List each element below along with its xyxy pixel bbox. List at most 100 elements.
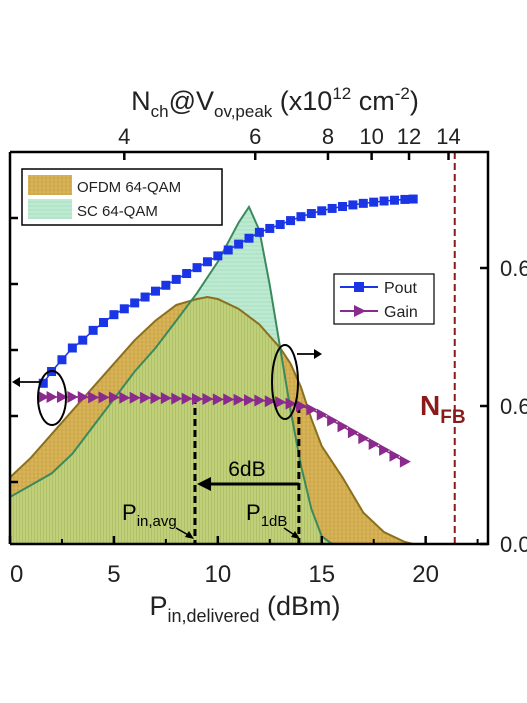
pout-point	[338, 201, 348, 211]
pout-series	[38, 194, 418, 388]
gain-point	[140, 391, 152, 404]
pout-point	[408, 194, 418, 204]
top-tick-label: 6	[249, 124, 261, 149]
gain-point	[223, 393, 235, 406]
bottom-axis-title: Pin,delivered (dBm)	[149, 591, 340, 626]
top-axis-title: Nch@Vov,peak (x1012 cm-2)	[131, 84, 419, 121]
gain-point	[233, 393, 245, 406]
gain-point	[129, 391, 141, 404]
pout-point	[171, 274, 181, 284]
legend-swatch-sc	[28, 199, 72, 219]
gain-point	[212, 393, 224, 406]
gain-point	[399, 455, 411, 468]
pout-point	[327, 203, 337, 213]
pin-avg-pointer-head	[185, 531, 194, 539]
pout-point	[265, 223, 275, 233]
gain-point	[254, 394, 266, 407]
gain-point	[160, 392, 172, 405]
pout-point	[306, 209, 316, 219]
delta-annotation: 6dB	[196, 458, 299, 491]
bottom-axis-ticks: 0 5 10 15 20	[8, 536, 479, 588]
plot-frame	[10, 150, 490, 546]
legend-label-ofdm: OFDM 64-QAM	[77, 179, 181, 196]
pout-point	[254, 227, 264, 237]
pout-point	[296, 212, 306, 222]
bottom-tick-label: 10	[204, 561, 231, 588]
top-axis-ticks: 4 6 8 10 12 14	[118, 124, 461, 160]
gain-point	[150, 392, 162, 405]
gain-point	[171, 392, 183, 405]
bottom-tick-label: 0	[10, 561, 23, 588]
legend-label-pout: Pout	[384, 280, 417, 297]
left-axis-ticks	[10, 216, 18, 484]
legend-right: Pout Gain	[333, 273, 435, 325]
gain-point	[67, 391, 79, 403]
gain-point	[379, 443, 391, 456]
top-tick-label: 12	[397, 124, 421, 149]
right-tick-label: 0.6	[500, 394, 527, 419]
overlap-area	[10, 297, 414, 544]
gain-point	[88, 391, 100, 404]
right-axis: 0.6 0.6 0.0	[480, 256, 527, 557]
legend-marker-pout	[354, 282, 364, 292]
pout-point	[358, 198, 368, 208]
pout-point	[275, 220, 285, 230]
bottom-tick-label: 5	[107, 561, 120, 588]
bottom-tick-label: 20	[412, 561, 439, 588]
gain-point	[98, 391, 110, 404]
pout-point	[192, 263, 202, 273]
gain-point	[108, 391, 120, 404]
top-tick-label: 4	[118, 124, 130, 149]
pout-point	[182, 269, 192, 279]
pout-point	[286, 216, 296, 226]
pout-point	[109, 310, 119, 320]
right-tick-label: 0.0	[500, 532, 527, 557]
gain-point	[275, 396, 287, 409]
pout-point	[400, 194, 410, 204]
gain-point	[46, 391, 58, 403]
pout-point	[57, 355, 67, 365]
gain-point	[368, 438, 380, 451]
gain-point	[285, 397, 297, 410]
pout-point	[161, 280, 171, 290]
pin-avg-label: Pin,avg	[122, 500, 177, 530]
pout-point	[140, 292, 150, 302]
pout-point	[38, 378, 48, 388]
legend-left: OFDM 64-QAM SC 64-QAM	[21, 168, 223, 226]
top-tick-label: 8	[322, 124, 334, 149]
pout-point	[88, 325, 98, 335]
delta-label: 6dB	[228, 458, 265, 481]
pout-point	[67, 343, 77, 353]
gain-point	[119, 391, 131, 404]
pout-point	[234, 239, 244, 249]
pout-point	[317, 206, 327, 216]
gain-point	[202, 392, 214, 405]
pout-point	[150, 286, 160, 296]
gain-point	[192, 392, 204, 405]
legend-marker-gain	[354, 305, 366, 317]
pout-point	[130, 298, 140, 308]
pout-point	[119, 304, 129, 314]
legend-swatch-ofdm	[28, 175, 72, 195]
gain-point	[264, 395, 276, 408]
gain-point	[38, 391, 50, 403]
pout-point	[78, 335, 88, 345]
pout-point	[369, 197, 379, 207]
pout-point	[99, 318, 109, 328]
right-axis-indicator	[271, 344, 322, 420]
gain-point	[337, 420, 349, 433]
gain-point	[389, 449, 401, 462]
right-tick-label: 0.6	[500, 256, 527, 281]
pout-point	[223, 245, 233, 255]
top-tick-label: 14	[436, 124, 460, 149]
gain-series	[38, 391, 411, 468]
p1db-pointer-head	[291, 531, 300, 539]
gain-point	[327, 414, 339, 427]
gain-point	[181, 392, 193, 405]
pout-point	[213, 251, 223, 261]
gain-point	[316, 408, 328, 421]
left-axis-indicator	[12, 370, 67, 426]
pout-point	[244, 233, 254, 243]
gain-point	[244, 394, 255, 407]
